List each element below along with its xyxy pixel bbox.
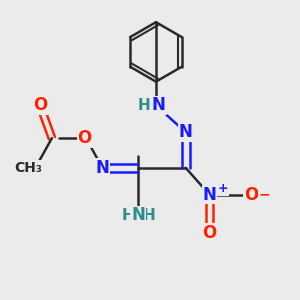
Text: O: O: [33, 96, 47, 114]
Text: N: N: [152, 96, 166, 114]
Text: +: +: [218, 182, 228, 195]
Text: −: −: [259, 188, 270, 202]
Text: CH₃: CH₃: [14, 161, 42, 175]
Text: O: O: [244, 186, 258, 204]
Text: O: O: [77, 129, 92, 147]
Text: O: O: [202, 224, 217, 242]
Text: N: N: [95, 159, 110, 177]
Text: N: N: [131, 206, 145, 224]
Text: H: H: [142, 208, 155, 223]
Text: N: N: [179, 123, 193, 141]
Text: H: H: [138, 98, 150, 113]
Text: N: N: [202, 186, 216, 204]
Text: H: H: [121, 208, 134, 223]
